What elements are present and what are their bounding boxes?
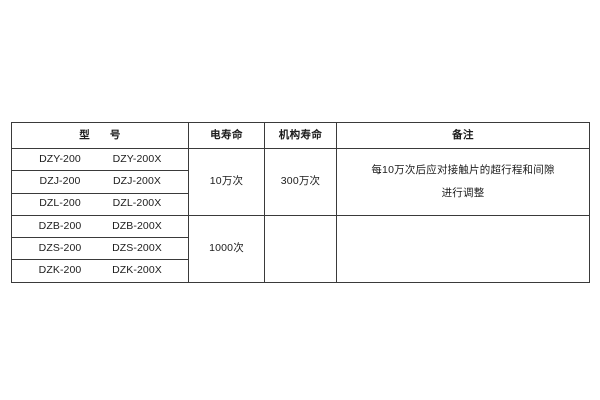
model-base-label: DZJ-200	[39, 175, 81, 188]
table-row: DZJ-200 DZJ-200X	[11, 170, 590, 194]
model-base-label: DZL-200	[39, 197, 81, 210]
model-variant-label: DZL-200X	[112, 197, 162, 210]
model-variant-label: DZS-200X	[112, 242, 162, 255]
remarks-upper-group: 每10万次后应对接触片的超行程和间隙 进行调整	[336, 148, 590, 216]
model-base-label: DZK-200	[38, 264, 82, 277]
model-cell: DZB-200 DZB-200X	[11, 214, 189, 239]
column-header-electrical-life: 电寿命	[188, 122, 265, 149]
electrical-life-upper-group: 10万次	[188, 148, 265, 216]
remarks-line-1: 每10万次后应对接触片的超行程和间隙	[371, 163, 555, 176]
column-header-model-char-1: 型	[79, 128, 91, 141]
column-header-model-char-2: 号	[109, 128, 121, 141]
model-cell: DZY-200 DZY-200X	[11, 147, 189, 172]
model-cell: DZL-200 DZL-200X	[11, 192, 189, 216]
table-row: DZK-200 DZK-200X	[11, 259, 590, 283]
specification-table: 型 号 电寿命 机构寿命 备注 DZY-200 DZY-200X 10万次	[11, 122, 590, 283]
mechanical-life-upper-group: 300万次	[264, 148, 337, 216]
column-header-mechanical-life: 机构寿命	[264, 122, 337, 149]
model-base-label: DZY-200	[39, 152, 81, 165]
model-variant-label: DZY-200X	[112, 152, 162, 165]
table-row: DZB-200 DZB-200X 1000次	[11, 214, 590, 283]
table-row: DZY-200 DZY-200X 10万次 300万次 每10万次后应对接触片的…	[11, 147, 590, 216]
model-base-label: DZS-200	[38, 242, 82, 255]
model-variant-label: DZK-200X	[112, 264, 162, 277]
table-header-row: 型 号 电寿命 机构寿命 备注	[11, 122, 590, 149]
model-base-label: DZB-200	[38, 219, 82, 232]
table-row: DZL-200 DZL-200X	[11, 192, 590, 216]
remarks-lower-group	[336, 214, 590, 283]
table-row: DZS-200 DZS-200X	[11, 237, 590, 261]
model-cell: DZS-200 DZS-200X	[11, 237, 189, 261]
column-header-remarks: 备注	[336, 122, 590, 149]
specification-table-container: 型 号 电寿命 机构寿命 备注 DZY-200 DZY-200X 10万次	[11, 122, 590, 283]
model-variant-label: DZJ-200X	[112, 175, 162, 188]
mechanical-life-lower-group	[264, 214, 337, 283]
model-cell: DZK-200 DZK-200X	[11, 259, 189, 283]
model-cell: DZJ-200 DZJ-200X	[11, 170, 189, 194]
model-variant-label: DZB-200X	[112, 219, 162, 232]
remarks-line-2: 进行调整	[441, 186, 485, 199]
column-header-model: 型 号	[11, 122, 189, 149]
electrical-life-lower-group: 1000次	[188, 214, 265, 283]
